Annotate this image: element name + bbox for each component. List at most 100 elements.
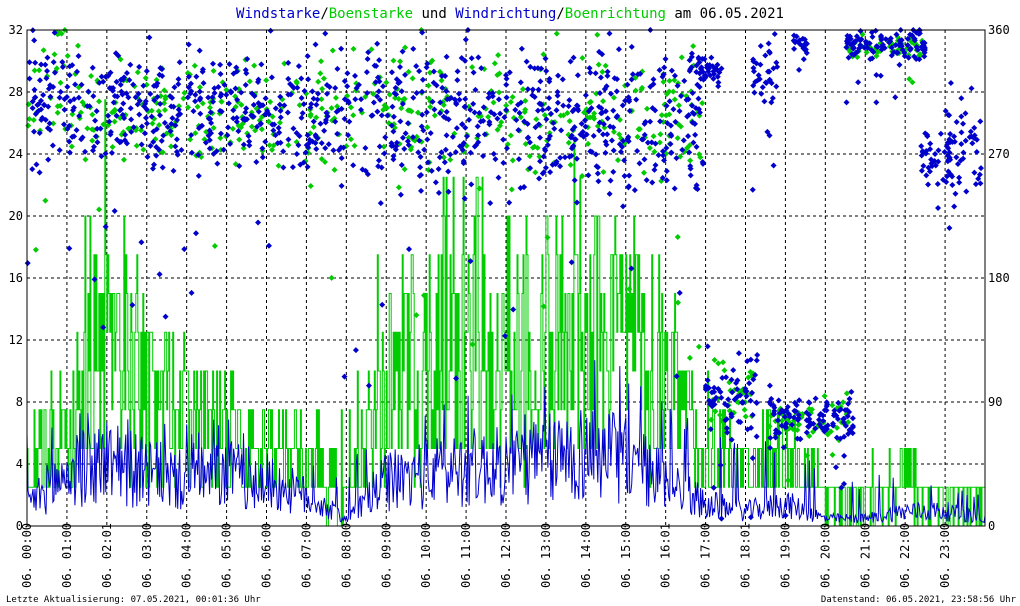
point-winddirection [735,350,742,357]
point-winddirection [723,425,730,432]
point-winddirection [570,54,577,61]
point-winddirection [431,106,438,113]
title-part: / [556,6,564,22]
point-winddirection [661,64,668,71]
point-gustdirection [715,360,722,367]
point-winddirection [537,158,544,165]
point-gustdirection [635,126,642,133]
point-winddirection [413,63,420,70]
point-winddirection [500,136,507,143]
point-gustdirection [318,155,325,162]
point-gustdirection [646,144,653,151]
point-winddirection [977,180,984,187]
point-winddirection [641,120,648,127]
point-winddirection [587,148,594,155]
point-winddirection [472,86,479,93]
point-gustdirection [380,143,387,150]
point-gustdirection [267,98,274,105]
point-winddirection [967,128,974,135]
point-winddirection [963,188,970,195]
point-winddirection [962,137,969,144]
point-winddirection [953,154,960,161]
point-winddirection [610,107,617,114]
point-winddirection [628,43,635,50]
point-winddirection [413,89,420,96]
point-winddirection [704,62,711,69]
point-winddirection [905,54,912,61]
point-gustdirection [491,60,498,67]
point-gustdirection [565,139,572,146]
point-winddirection [666,98,673,105]
point-winddirection [338,155,345,162]
point-gustdirection [266,142,273,149]
point-gustdirection [281,60,288,67]
point-gustdirection [315,78,322,85]
point-gustdirection [293,78,300,85]
point-winddirection [132,94,139,101]
point-winddirection [550,120,557,127]
point-winddirection [193,230,200,237]
point-winddirection [607,90,614,97]
point-winddirection [545,105,552,112]
point-winddirection [393,139,400,146]
point-winddirection [202,139,209,146]
point-winddirection [947,171,954,178]
point-winddirection [409,134,416,141]
point-winddirection [750,64,757,71]
point-winddirection [918,167,925,174]
point-winddirection [345,99,352,106]
point-winddirection [512,106,519,113]
point-winddirection [752,78,759,85]
point-winddirection [574,72,581,79]
point-winddirection [147,142,154,149]
point-gustdirection [616,131,623,138]
point-winddirection [694,186,701,193]
point-winddirection [622,97,629,104]
point-winddirection [127,61,134,68]
x-tick-label: 06. 14:00 [579,523,593,588]
point-winddirection [234,96,241,103]
point-winddirection [262,138,269,145]
point-winddirection [195,125,202,132]
point-winddirection [123,140,130,147]
point-winddirection [162,313,169,320]
y-left-tick-label: 12 [9,333,23,347]
point-gustdirection [51,51,58,58]
point-winddirection [835,399,842,406]
point-winddirection [503,72,510,79]
point-winddirection [364,55,371,62]
x-tick-label: 06. 08:00 [339,523,353,588]
point-winddirection [173,136,180,143]
point-winddirection [568,132,575,139]
point-winddirection [689,89,696,96]
point-gustdirection [96,206,103,213]
point-gustdirection [496,89,503,96]
point-gustdirection [507,132,514,139]
point-winddirection [59,59,66,66]
point-winddirection [236,162,243,169]
point-winddirection [685,96,692,103]
point-winddirection [882,36,889,43]
point-winddirection [812,425,819,432]
point-winddirection [848,388,855,395]
point-winddirection [746,380,753,387]
point-gustdirection [843,390,850,397]
point-gustdirection [194,103,201,110]
point-gustdirection [285,142,292,149]
point-winddirection [362,145,369,152]
point-winddirection [75,94,82,101]
point-winddirection [421,146,428,153]
point-winddirection [307,104,314,111]
point-winddirection [56,147,63,154]
point-winddirection [280,164,287,171]
point-winddirection [687,66,694,73]
point-winddirection [458,55,465,62]
point-winddirection [915,30,922,37]
point-winddirection [468,181,475,188]
point-winddirection [78,136,85,143]
point-winddirection [803,417,810,424]
point-gustdirection [211,243,218,250]
point-winddirection [624,81,631,88]
point-winddirection [668,149,675,156]
point-gustdirection [386,91,393,98]
